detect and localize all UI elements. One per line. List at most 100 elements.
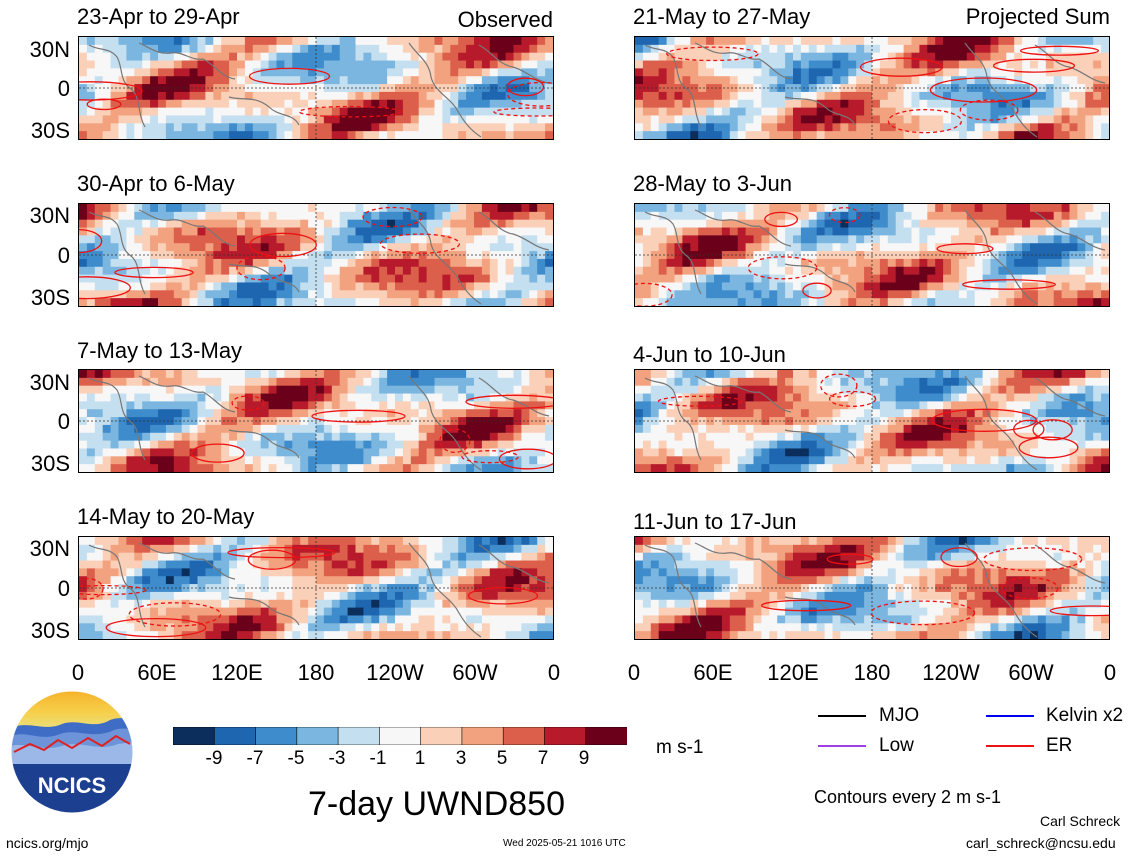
anomaly-cell xyxy=(102,266,111,276)
anomaly-cell xyxy=(118,60,127,69)
anomaly-cell xyxy=(323,432,333,442)
anomaly-cell xyxy=(221,99,230,109)
anomaly-cell xyxy=(387,60,396,69)
anomaly-cell xyxy=(529,76,538,85)
anomaly-cell xyxy=(300,44,309,54)
anomaly-cell xyxy=(816,115,825,124)
anomaly-cell xyxy=(284,107,293,116)
anomaly-cell xyxy=(86,258,96,268)
anomaly-cell xyxy=(134,393,143,402)
anomaly-cell xyxy=(489,623,499,632)
anomaly-cell xyxy=(252,591,262,601)
anomaly-cell xyxy=(308,44,317,54)
anomaly-cell xyxy=(205,370,214,379)
anomaly-cell xyxy=(150,591,159,601)
anomaly-cell xyxy=(1030,258,1039,268)
anomaly-cell xyxy=(800,91,810,101)
anomaly-cell xyxy=(529,107,538,116)
anomaly-cell xyxy=(418,68,427,77)
anomaly-cell xyxy=(1069,266,1078,276)
anomaly-cell xyxy=(497,448,506,457)
anomaly-cell xyxy=(872,115,881,124)
coastline xyxy=(478,377,550,417)
anomaly-cell xyxy=(481,219,491,228)
anomaly-cell xyxy=(402,99,412,109)
anomaly-cell xyxy=(1093,258,1102,268)
anomaly-cell xyxy=(418,282,427,291)
anomaly-cell xyxy=(165,258,175,268)
anomaly-cell xyxy=(110,258,119,268)
anomaly-cell xyxy=(513,568,522,577)
anomaly-cell xyxy=(221,115,230,124)
anomaly-cell xyxy=(260,123,269,132)
anomaly-cell xyxy=(474,599,483,609)
anomaly-cell xyxy=(252,607,262,616)
anomaly-cell xyxy=(521,631,530,639)
anomaly-cell xyxy=(982,266,991,276)
anomaly-cell xyxy=(410,258,420,268)
anomaly-cell xyxy=(102,258,111,268)
anomaly-cell xyxy=(165,552,175,561)
anomaly-cell xyxy=(753,60,762,69)
anomaly-cell xyxy=(268,631,277,639)
anomaly-cell xyxy=(721,37,731,46)
anomaly-cell xyxy=(529,424,538,434)
anomaly-cell xyxy=(674,131,683,139)
anomaly-cell xyxy=(729,52,739,61)
anomaly-cell xyxy=(887,370,897,379)
anomaly-cell xyxy=(1093,227,1102,236)
anomaly-cell xyxy=(252,370,262,379)
anomaly-cell xyxy=(268,385,277,394)
anomaly-cell xyxy=(998,290,1007,299)
anomaly-cell xyxy=(316,123,325,132)
anomaly-cell xyxy=(474,623,483,632)
anomaly-cell xyxy=(237,377,246,387)
anomaly-cell xyxy=(650,370,660,379)
anomaly-cell xyxy=(737,227,746,236)
anomaly-cell xyxy=(864,91,873,101)
anomaly-cell xyxy=(118,599,127,609)
anomaly-cell xyxy=(276,52,285,61)
anomaly-cell xyxy=(197,377,206,387)
anomaly-cell xyxy=(276,456,285,465)
anomaly-cell xyxy=(79,537,88,546)
anomaly-cell xyxy=(252,537,262,546)
anomaly-cell xyxy=(800,115,810,124)
anomaly-cell xyxy=(1022,266,1031,276)
anomaly-cell xyxy=(244,623,254,632)
anomaly-cell xyxy=(1022,258,1031,268)
anomaly-cell xyxy=(1037,99,1047,109)
anomaly-cell xyxy=(497,37,506,46)
anomaly-cell xyxy=(197,68,206,77)
er-contour xyxy=(828,207,861,224)
anomaly-cell xyxy=(474,544,483,554)
anomaly-cell xyxy=(331,258,341,268)
anomaly-cell xyxy=(1037,370,1047,379)
anomaly-cell xyxy=(998,258,1007,268)
anomaly-cell xyxy=(300,409,309,418)
anomaly-cell xyxy=(474,204,483,213)
anomaly-cell xyxy=(244,385,254,394)
anomaly-cell xyxy=(1101,290,1109,299)
anomaly-cell xyxy=(721,76,731,85)
anomaly-cell xyxy=(410,568,420,577)
anomaly-cell xyxy=(244,123,254,132)
anomaly-cell xyxy=(674,99,683,109)
anomaly-cell xyxy=(714,266,723,276)
anomaly-cell xyxy=(142,123,151,132)
anomaly-cell xyxy=(919,91,928,101)
anomaly-cell xyxy=(642,76,652,85)
anomaly-cell xyxy=(244,84,254,93)
anomaly-cell xyxy=(387,282,396,291)
anomaly-cell xyxy=(824,219,833,228)
anomaly-cell xyxy=(935,370,944,379)
anomaly-cell xyxy=(268,591,277,601)
anomaly-cell xyxy=(824,266,833,276)
anomaly-cell xyxy=(316,432,325,442)
anomaly-cell xyxy=(205,464,214,472)
anomaly-cell xyxy=(126,591,135,601)
anomaly-cell xyxy=(1085,84,1094,93)
anomaly-cell xyxy=(86,91,96,101)
anomaly-cell xyxy=(331,448,341,457)
anomaly-cell xyxy=(395,274,404,283)
